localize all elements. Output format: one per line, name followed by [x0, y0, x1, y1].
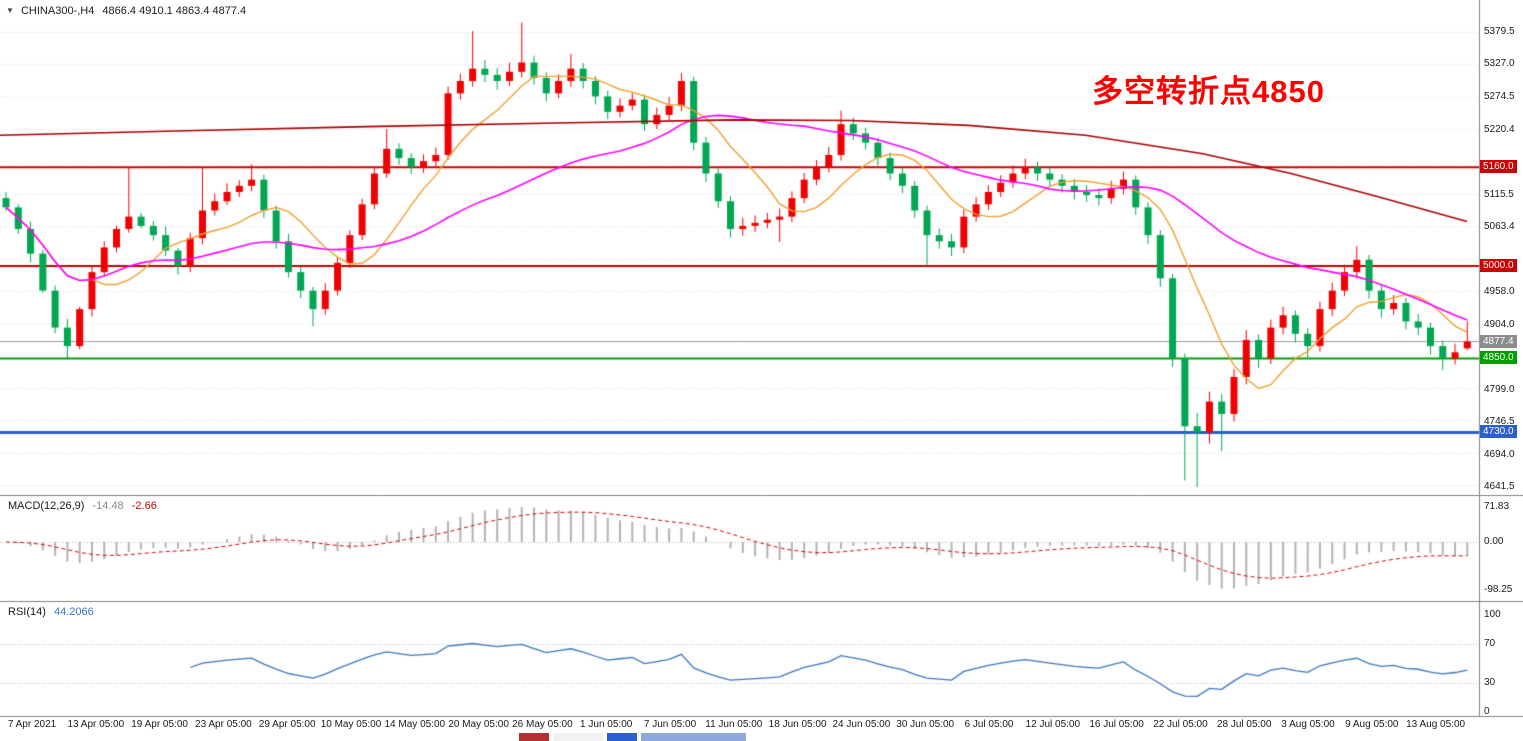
price-tick-label: 5063.4 — [1484, 220, 1515, 232]
bottom-taskbar-strip — [0, 733, 1523, 741]
rsi-indicator-label: RSI(14) 44.2066 — [8, 606, 94, 618]
chart-symbol-header: ▼ CHINA300-,H4 4866.4 4910.1 4863.4 4877… — [6, 5, 246, 17]
rsi-tick-label: 30 — [1484, 676, 1496, 688]
price-tick-label: 4694.0 — [1484, 448, 1515, 460]
chevron-down-icon[interactable]: ▼ — [6, 6, 14, 15]
ohlc-values-label: 4866.4 4910.1 4863.4 4877.4 — [102, 5, 247, 17]
price-level-tag[interactable]: 5160.0 — [1480, 160, 1517, 174]
rsi-tick-label: 70 — [1484, 638, 1496, 650]
price-tick-label: 4958.0 — [1484, 285, 1515, 297]
macd-tick-label: -98.25 — [1484, 584, 1513, 595]
taskbar-segment[interactable] — [607, 733, 637, 741]
date-label: 19 Apr 05:00 — [131, 719, 188, 730]
price-tick-label: 4746.5 — [1484, 416, 1515, 428]
date-label: 22 Jul 05:00 — [1153, 719, 1208, 730]
date-label: 29 Apr 05:00 — [258, 719, 316, 730]
date-label: 7 Apr 2021 — [7, 719, 57, 730]
date-label: 16 Jul 05:00 — [1089, 719, 1144, 730]
date-label: 11 Jun 05:00 — [705, 719, 763, 730]
date-label: 6 Jul 05:00 — [964, 719, 1014, 730]
rsi-title: RSI(14) — [8, 606, 46, 618]
macd-main-value: -14.48 — [92, 500, 124, 512]
price-level-tag[interactable]: 4730.0 — [1480, 425, 1517, 439]
date-label: 7 Jun 05:00 — [643, 719, 697, 730]
date-label: 24 Jun 05:00 — [832, 719, 891, 730]
price-tick-label: 5327.0 — [1484, 58, 1515, 70]
date-label: 13 Aug 05:00 — [1406, 719, 1466, 730]
price-tick-label: 5115.5 — [1484, 188, 1514, 200]
rsi-tick-label: 0 — [1484, 706, 1490, 717]
price-tick-label: 5220.4 — [1484, 124, 1515, 136]
price-level-tag[interactable]: 5000.0 — [1480, 258, 1517, 272]
price-tick-label: 4641.5 — [1484, 480, 1515, 492]
date-label: 23 Apr 05:00 — [195, 719, 252, 730]
date-label: 14 May 05:00 — [384, 719, 446, 730]
date-label: 26 May 05:00 — [512, 719, 573, 730]
price-level-tag[interactable]: 4877.4 — [1480, 334, 1517, 348]
price-tick-label: 4799.0 — [1484, 383, 1515, 395]
date-label: 13 Apr 05:00 — [67, 719, 125, 730]
symbol-timeframe-label: CHINA300-,H4 — [20, 5, 95, 17]
date-label: 3 Aug 05:00 — [1281, 719, 1335, 730]
date-label: 30 Jun 05:00 — [896, 719, 955, 730]
taskbar-segment[interactable] — [553, 733, 603, 741]
price-tick-label: 4904.0 — [1484, 319, 1515, 331]
macd-indicator-label: MACD(12,26,9) -14.48 -2.66 — [8, 500, 157, 512]
taskbar-segment[interactable] — [641, 733, 746, 741]
date-label: 20 May 05:00 — [448, 719, 509, 730]
macd-tick-label: 0.00 — [1484, 536, 1504, 548]
date-label: 18 Jun 05:00 — [768, 719, 827, 730]
date-label: 10 May 05:00 — [320, 719, 382, 730]
macd-title: MACD(12,26,9) — [8, 500, 85, 512]
macd-tick-label: 71.83 — [1484, 501, 1510, 512]
price-level-tag[interactable]: 4850.0 — [1480, 351, 1517, 365]
price-tick-label: 5274.5 — [1484, 90, 1515, 102]
date-label: 12 Jul 05:00 — [1025, 719, 1081, 730]
date-label: 28 Jul 05:00 — [1216, 719, 1272, 730]
rsi-tick-label: 100 — [1484, 609, 1501, 620]
price-tick-label: 5379.5 — [1484, 26, 1515, 37]
macd-signal-value: -2.66 — [131, 500, 157, 512]
chart-text-annotation[interactable]: 多空转折点4850 — [1092, 74, 1325, 109]
rsi-value: 44.2066 — [53, 606, 94, 618]
date-label: 1 Jun 05:00 — [580, 719, 633, 730]
taskbar-segment[interactable] — [519, 733, 549, 741]
date-label: 9 Aug 05:00 — [1345, 719, 1399, 730]
